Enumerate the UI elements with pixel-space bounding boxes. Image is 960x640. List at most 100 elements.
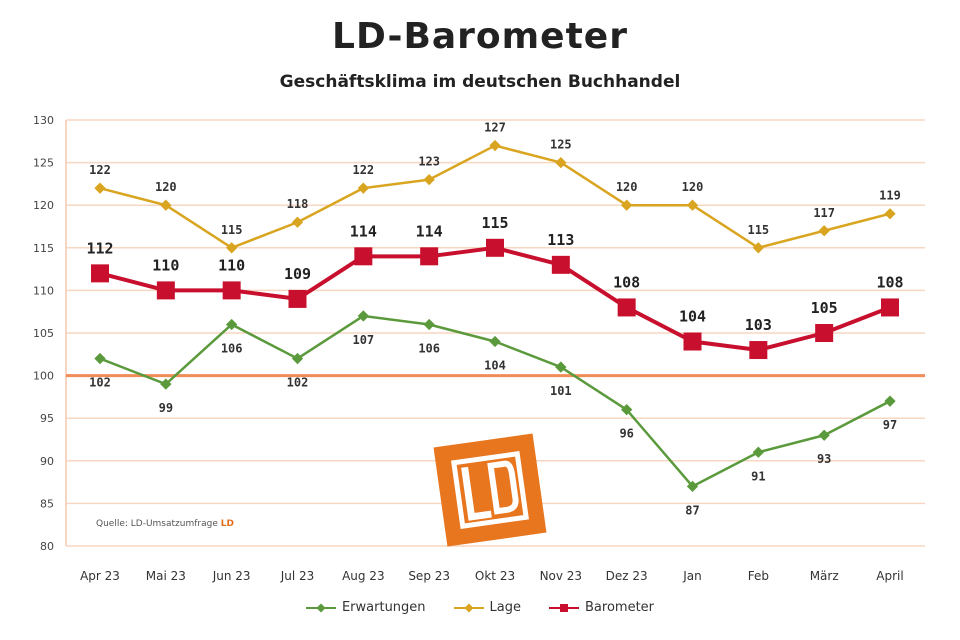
data-label-barometer: 108 bbox=[876, 273, 903, 291]
data-label-lage: 122 bbox=[352, 163, 374, 177]
data-point-erwartungen bbox=[489, 335, 501, 348]
series-line-lage bbox=[99, 144, 891, 250]
x-tick-label: Mai 23 bbox=[146, 569, 186, 583]
data-label-erwartungen: 93 bbox=[817, 452, 831, 466]
x-tick-label: Okt 23 bbox=[475, 569, 515, 583]
legend-label: Erwartungen bbox=[341, 600, 426, 615]
data-point-erwartungen bbox=[423, 318, 435, 331]
data-point-barometer bbox=[551, 255, 570, 274]
y-tick-label: 115 bbox=[33, 242, 54, 255]
data-point-erwartungen bbox=[226, 318, 238, 331]
data-label-lage: 119 bbox=[879, 189, 901, 203]
legend-swatch bbox=[453, 602, 484, 614]
data-point-barometer bbox=[222, 281, 241, 300]
x-axis-ticks: Apr 23 Mai 23 Jun 23 Jul 23 Aug 23 Sep 23 Okt … bbox=[80, 569, 904, 583]
data-label-erwartungen: 107 bbox=[352, 333, 374, 347]
data-point-barometer bbox=[156, 281, 175, 300]
data-point-erwartungen bbox=[357, 310, 369, 322]
data-point-erwartungen bbox=[686, 480, 699, 493]
x-tick-label: Sep 23 bbox=[408, 569, 450, 583]
y-tick-label: 95 bbox=[40, 412, 54, 425]
data-label-lage: 120 bbox=[616, 180, 638, 194]
data-point-barometer bbox=[486, 238, 504, 257]
data-point-erwartungen bbox=[291, 352, 304, 365]
y-tick-label: 90 bbox=[40, 455, 54, 468]
data-label-lage: 118 bbox=[287, 197, 309, 211]
data-point-lage bbox=[686, 199, 699, 211]
data-label-barometer: 108 bbox=[613, 273, 640, 291]
data-point-barometer bbox=[354, 247, 373, 266]
data-label-barometer: 114 bbox=[416, 222, 443, 240]
data-labels: 102 99 106 102 107 106 104 101 96 87 91 93 97 122 120 1… bbox=[86, 121, 903, 518]
data-label-barometer: 112 bbox=[86, 239, 113, 257]
legend-swatch bbox=[305, 602, 336, 614]
data-label-lage: 115 bbox=[747, 223, 769, 237]
legend-label: Lage bbox=[489, 600, 522, 615]
data-label-barometer: 110 bbox=[218, 256, 245, 274]
data-point-barometer bbox=[683, 332, 702, 351]
data-label-lage: 123 bbox=[418, 155, 440, 169]
data-label-lage: 127 bbox=[484, 121, 506, 135]
x-tick-label: Jul 23 bbox=[280, 569, 315, 583]
legend-swatch bbox=[549, 602, 580, 614]
data-label-barometer: 104 bbox=[679, 308, 706, 326]
data-point-erwartungen bbox=[94, 352, 106, 365]
data-point-lage bbox=[884, 208, 896, 220]
data-label-erwartungen: 96 bbox=[619, 427, 633, 441]
data-label-erwartungen: 102 bbox=[287, 376, 309, 390]
data-point-lage bbox=[357, 182, 369, 194]
x-tick-label: April bbox=[876, 569, 903, 583]
source-note: Quelle: LD-Umsatzumfrage LD bbox=[96, 519, 234, 529]
source-brand: LD bbox=[220, 519, 234, 529]
data-label-barometer: 115 bbox=[481, 214, 508, 232]
data-label-erwartungen: 101 bbox=[550, 384, 572, 398]
y-tick-label: 85 bbox=[40, 497, 54, 510]
data-point-barometer bbox=[91, 264, 109, 283]
data-point-lage bbox=[423, 173, 435, 186]
y-tick-label: 120 bbox=[33, 199, 54, 212]
x-tick-label: Jan bbox=[682, 569, 702, 583]
data-point-erwartungen bbox=[884, 395, 896, 407]
data-label-barometer: 109 bbox=[284, 265, 311, 283]
legend-item-barometer: Barometer bbox=[549, 600, 654, 615]
data-label-lage: 125 bbox=[550, 138, 572, 152]
grid-lines bbox=[65, 119, 925, 547]
x-tick-label: Dez 23 bbox=[606, 569, 648, 583]
x-tick-label: Feb bbox=[748, 569, 769, 583]
y-tick-label: 130 bbox=[33, 114, 54, 127]
data-label-barometer: 110 bbox=[152, 256, 179, 274]
data-point-lage bbox=[291, 216, 304, 228]
x-tick-label: Nov 23 bbox=[540, 569, 583, 583]
data-point-lage bbox=[621, 199, 633, 211]
chart-title: LD-Barometer bbox=[332, 16, 628, 57]
chart-subtitle: Geschäftsklima im deutschen Buchhandel bbox=[279, 72, 681, 92]
legend-item-lage: Lage bbox=[453, 600, 522, 615]
series-group bbox=[91, 139, 899, 493]
x-tick-label: März bbox=[810, 569, 839, 583]
data-point-barometer bbox=[881, 298, 899, 317]
data-point-lage bbox=[160, 199, 172, 211]
data-label-barometer: 114 bbox=[350, 222, 377, 240]
source-text: Quelle: LD-Umsatzumfrage bbox=[96, 519, 218, 529]
data-label-lage: 117 bbox=[813, 206, 835, 220]
y-tick-label: 80 bbox=[40, 540, 54, 553]
data-label-erwartungen: 106 bbox=[221, 341, 243, 355]
data-point-barometer bbox=[288, 289, 307, 308]
data-point-barometer bbox=[617, 298, 636, 317]
data-label-barometer: 103 bbox=[745, 316, 772, 334]
data-point-lage bbox=[226, 242, 238, 254]
data-label-lage: 120 bbox=[155, 180, 177, 194]
y-tick-label: 105 bbox=[33, 327, 54, 340]
data-point-erwartungen bbox=[752, 446, 764, 458]
x-tick-label: Apr 23 bbox=[80, 569, 120, 583]
data-label-erwartungen: 97 bbox=[883, 418, 897, 432]
data-label-erwartungen: 106 bbox=[418, 341, 440, 355]
data-label-barometer: 105 bbox=[811, 299, 838, 317]
data-label-erwartungen: 87 bbox=[685, 503, 699, 517]
data-point-lage bbox=[752, 242, 764, 254]
data-label-erwartungen: 99 bbox=[159, 401, 173, 415]
data-label-lage: 115 bbox=[221, 223, 243, 237]
y-tick-label: 125 bbox=[33, 157, 54, 170]
data-point-barometer bbox=[815, 324, 834, 342]
